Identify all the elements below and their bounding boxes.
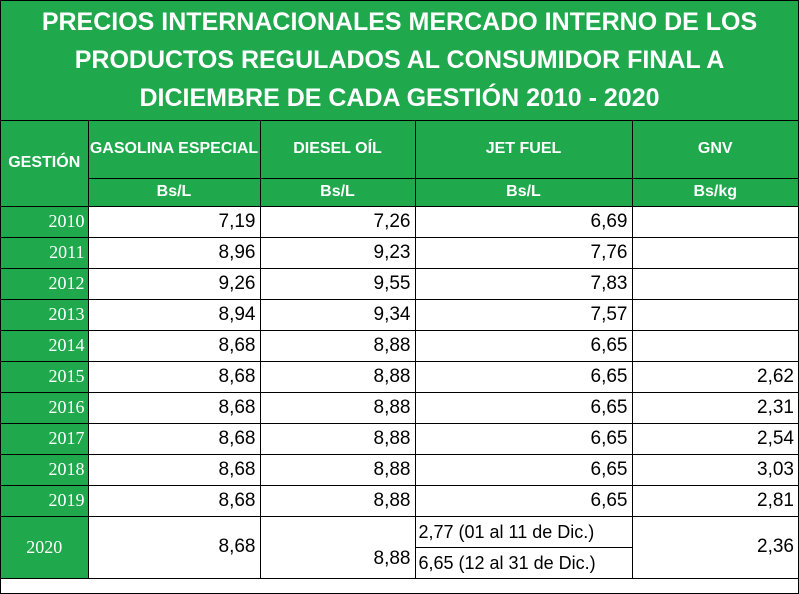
- gnv-cell: 2,31: [631, 391, 798, 424]
- diesel-cell: 8,88: [259, 329, 416, 362]
- table-row: 2018 8,68 8,88 6,65 3,03: [1, 453, 798, 486]
- gnv-cell: [631, 329, 798, 362]
- jetfuel-cell: 6,65: [414, 453, 633, 486]
- jetfuel-cell: 7,76: [414, 236, 633, 269]
- title-line-3: DICIEMBRE DE CADA GESTIÓN 2010 - 2020: [139, 84, 660, 112]
- gnv-cell: [631, 206, 798, 238]
- unit-diesel: Bs/L: [259, 177, 416, 207]
- gasolina-cell: 8,68: [87, 360, 261, 393]
- gnv-cell: 2,54: [631, 422, 798, 455]
- header-diesel-oil: DIESEL OÍL: [259, 121, 416, 179]
- jetfuel-cell: 7,57: [414, 298, 633, 331]
- year-cell: 2020: [1, 515, 89, 579]
- diesel-cell: 9,23: [259, 236, 416, 269]
- year-cell: 2017: [1, 422, 89, 455]
- table-row: 2013 8,94 9,34 7,57: [1, 298, 798, 331]
- gnv-cell: [631, 236, 798, 269]
- table-row: 2017 8,68 8,88 6,65 2,54: [1, 422, 798, 455]
- title-line-1: PRECIOS INTERNACIONALES MERCADO INTERNO …: [41, 8, 758, 36]
- gasolina-cell: 9,26: [87, 267, 261, 300]
- jetfuel-cell: 6,65: [414, 329, 633, 362]
- year-cell: 2019: [1, 484, 89, 517]
- gasolina-cell: 8,68: [87, 422, 261, 455]
- title-line-2: PRODUCTOS REGULADOS AL CONSUMIDOR FINAL …: [74, 46, 725, 74]
- table-row: 2010 7,19 7,26 6,69: [1, 206, 798, 238]
- jetfuel-cell: 6,65: [414, 422, 633, 455]
- table-row: 2015 8,68 8,88 6,65 2,62: [1, 360, 798, 393]
- gnv-cell: 3,03: [631, 453, 798, 486]
- diesel-cell: 8,88: [259, 360, 416, 393]
- gnv-cell: 2,81: [631, 484, 798, 517]
- year-cell: 2011: [1, 236, 89, 269]
- diesel-cell: 9,34: [259, 298, 416, 331]
- gasolina-cell: 7,19: [87, 206, 261, 238]
- gasolina-cell: 8,94: [87, 298, 261, 331]
- header-gnv: GNV: [631, 121, 798, 179]
- year-cell: 2018: [1, 453, 89, 486]
- gasolina-cell: 8,68: [87, 391, 261, 424]
- unit-jetfuel: Bs/L: [414, 177, 633, 207]
- year-cell: 2015: [1, 360, 89, 393]
- header-jet-fuel: JET FUEL: [414, 121, 633, 179]
- year-cell: 2010: [1, 206, 89, 238]
- table-row: 2016 8,68 8,88 6,65 2,31: [1, 391, 798, 424]
- gasolina-cell: 8,68: [87, 329, 261, 362]
- jetfuel-cell: 6,65: [414, 391, 633, 424]
- diesel-cell: 9,55: [259, 267, 416, 300]
- gnv-cell: [631, 267, 798, 300]
- jetfuel-cell: 7,83: [414, 267, 633, 300]
- diesel-cell: 8,88: [259, 391, 416, 424]
- diesel-cell: 8,88: [259, 515, 416, 579]
- table-row: 2019 8,68 8,88 6,65 2,81: [1, 484, 798, 517]
- jetfuel-split-cell: 2,77 (01 al 11 de Dic.) 6,65 (12 al 31 d…: [414, 515, 633, 579]
- gasolina-cell: 8,96: [87, 236, 261, 269]
- gasolina-cell: 8,68: [87, 484, 261, 517]
- jetfuel-cell: 6,69: [414, 206, 633, 238]
- table-row: 2014 8,68 8,88 6,65: [1, 329, 798, 362]
- year-cell: 2016: [1, 391, 89, 424]
- year-cell: 2012: [1, 267, 89, 300]
- year-cell: 2014: [1, 329, 89, 362]
- jetfuel-cell: 6,65: [414, 360, 633, 393]
- gasolina-cell: 8,68: [87, 515, 261, 579]
- gnv-cell: [631, 298, 798, 331]
- unit-gnv: Bs/kg: [631, 177, 798, 207]
- header-gestion: GESTIÓN: [1, 121, 89, 207]
- jetfuel-period-1: 2,77 (01 al 11 de Dic.): [415, 517, 632, 548]
- table-row: 2012 9,26 9,55 7,83: [1, 267, 798, 300]
- gnv-cell: 2,62: [631, 360, 798, 393]
- table-title: PRECIOS INTERNACIONALES MERCADO INTERNO …: [1, 1, 798, 121]
- table-row-2020: 2020 8,68 8,88 2,77 (01 al 11 de Dic.) 6…: [1, 515, 798, 579]
- unit-gasolina: Bs/L: [88, 177, 261, 207]
- year-cell: 2013: [1, 298, 89, 331]
- table-row: 2011 8,96 9,23 7,76: [1, 236, 798, 269]
- gnv-cell: 2,36: [631, 515, 798, 579]
- jetfuel-cell: 6,65: [414, 484, 633, 517]
- diesel-cell: 8,88: [259, 422, 416, 455]
- diesel-cell: 8,88: [259, 453, 416, 486]
- price-table: GESTIÓN GASOLINA ESPECIAL DIESEL OÍL JET…: [1, 121, 798, 579]
- gasolina-cell: 8,68: [87, 453, 261, 486]
- diesel-cell: 8,88: [259, 484, 416, 517]
- header-gasolina-especial: GASOLINA ESPECIAL: [87, 121, 261, 179]
- diesel-cell: 7,26: [259, 206, 416, 238]
- jetfuel-period-2: 6,65 (12 al 31 de Dic.): [418, 552, 596, 573]
- table-body: 2010 7,19 7,26 6,69 2011 8,96 9,23 7,76 …: [1, 206, 798, 579]
